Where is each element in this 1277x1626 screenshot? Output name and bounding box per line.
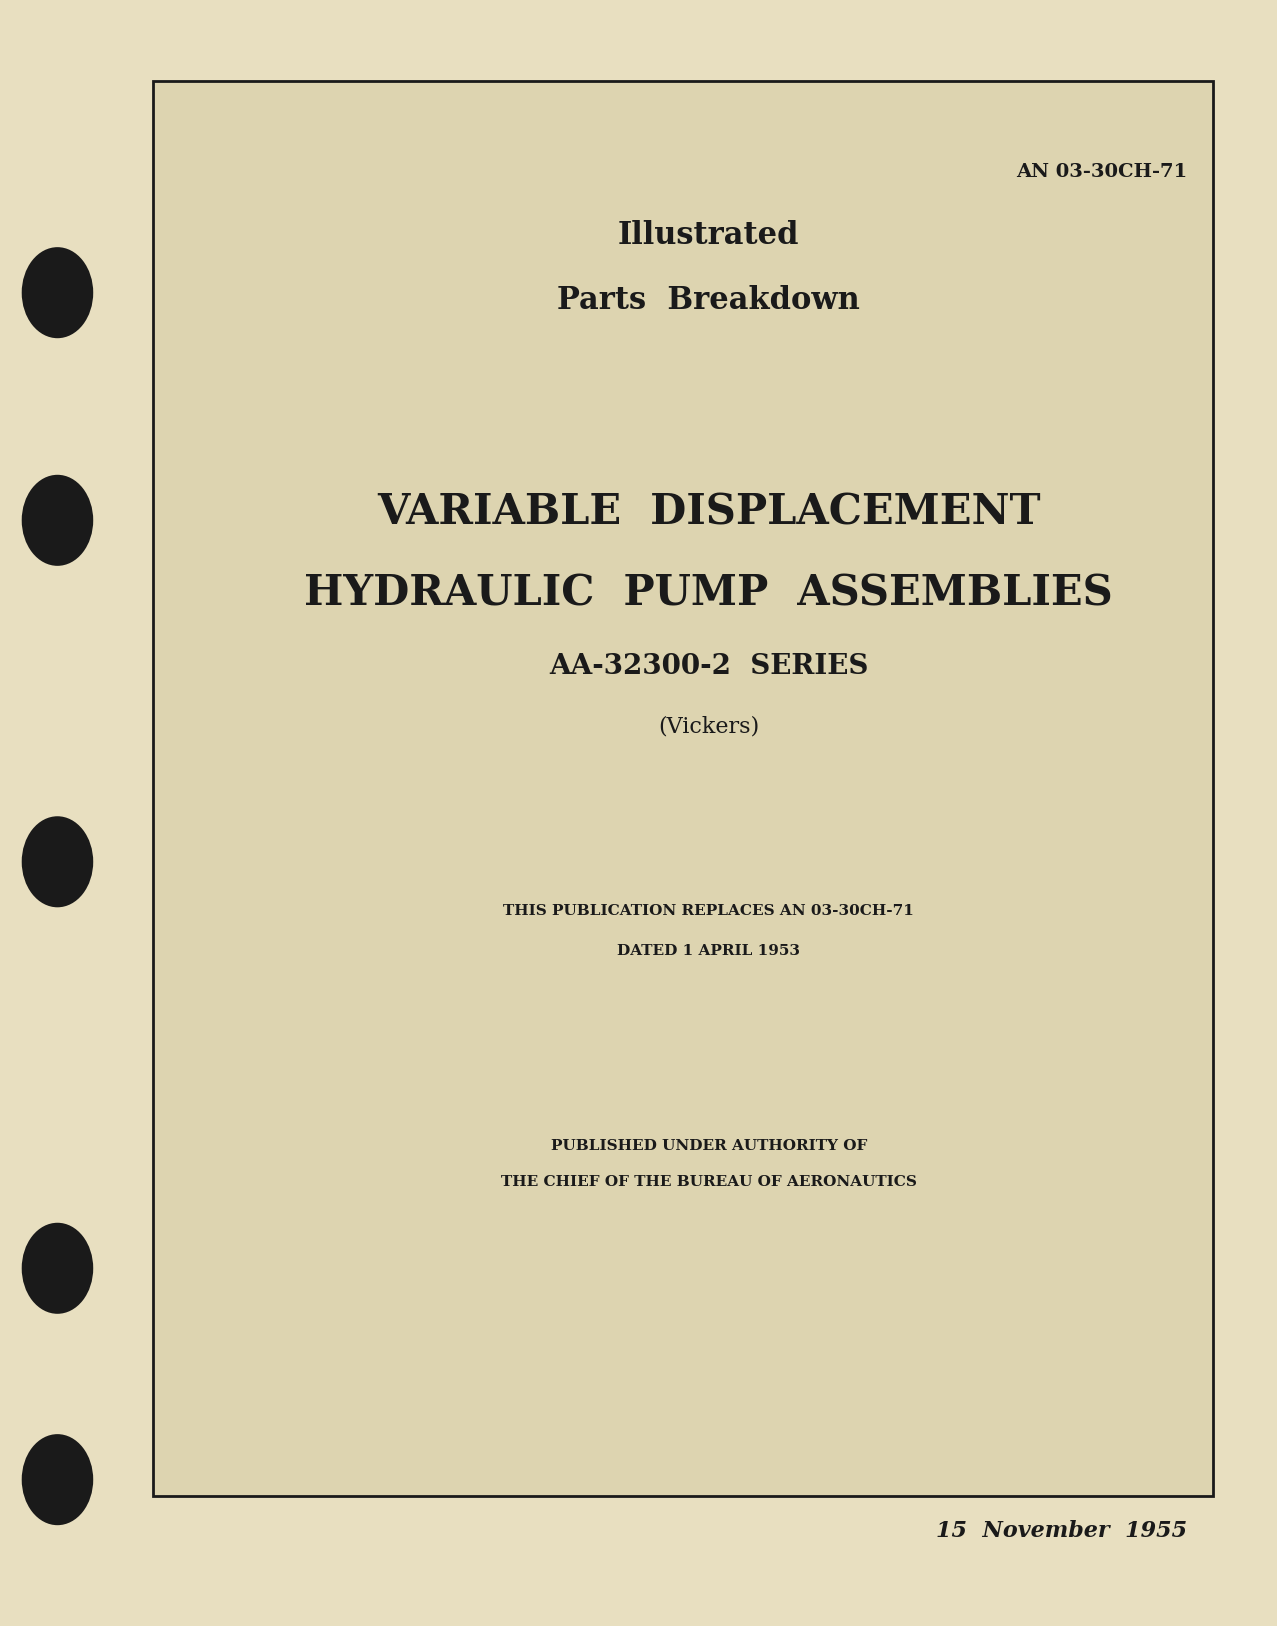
Text: PUBLISHED UNDER AUTHORITY OF: PUBLISHED UNDER AUTHORITY OF xyxy=(550,1140,867,1153)
Text: 15  November  1955: 15 November 1955 xyxy=(936,1520,1188,1543)
Circle shape xyxy=(22,1223,93,1314)
Text: Illustrated: Illustrated xyxy=(618,220,799,252)
Text: THIS PUBLICATION REPLACES AN 03-30CH-71: THIS PUBLICATION REPLACES AN 03-30CH-71 xyxy=(503,904,914,917)
Text: VARIABLE  DISPLACEMENT: VARIABLE DISPLACEMENT xyxy=(377,491,1041,533)
Circle shape xyxy=(22,1434,93,1525)
Circle shape xyxy=(22,475,93,566)
Text: AA-32300-2  SERIES: AA-32300-2 SERIES xyxy=(549,654,868,680)
Text: (Vickers): (Vickers) xyxy=(658,715,760,738)
Text: Parts  Breakdown: Parts Breakdown xyxy=(557,285,861,317)
Circle shape xyxy=(22,816,93,907)
Text: DATED 1 APRIL 1953: DATED 1 APRIL 1953 xyxy=(617,945,801,958)
FancyBboxPatch shape xyxy=(153,81,1213,1496)
Circle shape xyxy=(22,247,93,338)
Text: THE CHIEF OF THE BUREAU OF AERONAUTICS: THE CHIEF OF THE BUREAU OF AERONAUTICS xyxy=(501,1176,917,1189)
Text: AN 03-30CH-71: AN 03-30CH-71 xyxy=(1016,163,1188,180)
Text: HYDRAULIC  PUMP  ASSEMBLIES: HYDRAULIC PUMP ASSEMBLIES xyxy=(304,572,1114,615)
